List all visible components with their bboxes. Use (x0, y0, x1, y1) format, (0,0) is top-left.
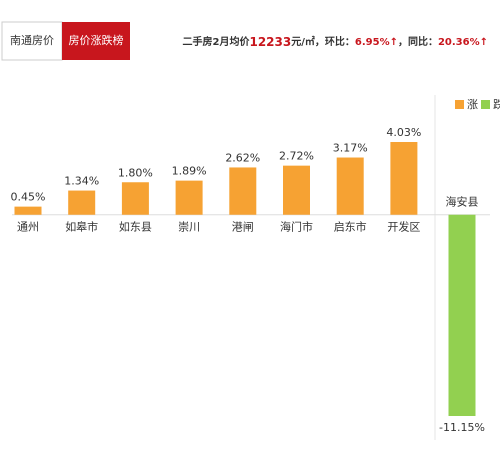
bar (14, 206, 42, 215)
bar (175, 180, 203, 215)
category-label: 港闸 (232, 221, 254, 234)
value-label: 2.72% (279, 150, 314, 163)
category-label: 如东县 (119, 220, 152, 234)
category-label: 海门市 (280, 220, 313, 234)
category-label: 通州 (17, 221, 39, 234)
legend-swatch (481, 100, 490, 109)
header-summary: 二手房2月均价12233元/㎡，环比：6.95%↑，同比：20.36%↑ (183, 35, 488, 49)
bar (229, 167, 257, 215)
header-text: 二手房2月均价 (183, 35, 251, 48)
tab[interactable] (1, 21, 63, 61)
value-label: 2.62% (225, 151, 260, 164)
header-mom: 6.95%↑ (355, 37, 398, 48)
legend-label: 涨 (467, 98, 478, 111)
bar (390, 142, 418, 215)
value-label: -11.15% (439, 421, 485, 434)
category-label: 启东市 (334, 220, 367, 234)
value-label: 3.17% (333, 142, 368, 155)
tab-active[interactable] (62, 22, 130, 60)
legend-swatch (455, 100, 464, 109)
value-label: 4.03% (386, 126, 421, 139)
header-text: ，同比： (398, 35, 438, 48)
value-label: 1.89% (172, 165, 207, 178)
bar (336, 157, 364, 215)
header-yoy: 20.36%↑ (438, 37, 488, 48)
category-label: 如皋市 (65, 220, 98, 234)
bar (283, 165, 310, 215)
tab-label[interactable]: 南通房价 (10, 34, 54, 47)
value-label: 0.45% (11, 191, 46, 204)
header-price: 12233 (249, 35, 291, 49)
bar (448, 214, 476, 416)
value-label: 1.80% (118, 166, 153, 179)
category-label: 开发区 (387, 220, 420, 234)
category-label: 崇川 (178, 221, 200, 234)
header-text: 元/㎡，环比： (291, 35, 355, 48)
tab-label[interactable]: 房价涨跌榜 (69, 33, 124, 47)
bar (121, 182, 149, 215)
legend-label: 跌 (493, 97, 500, 111)
bar (68, 190, 96, 215)
value-label: 1.34% (64, 175, 99, 188)
category-label: 海安县 (446, 195, 479, 209)
